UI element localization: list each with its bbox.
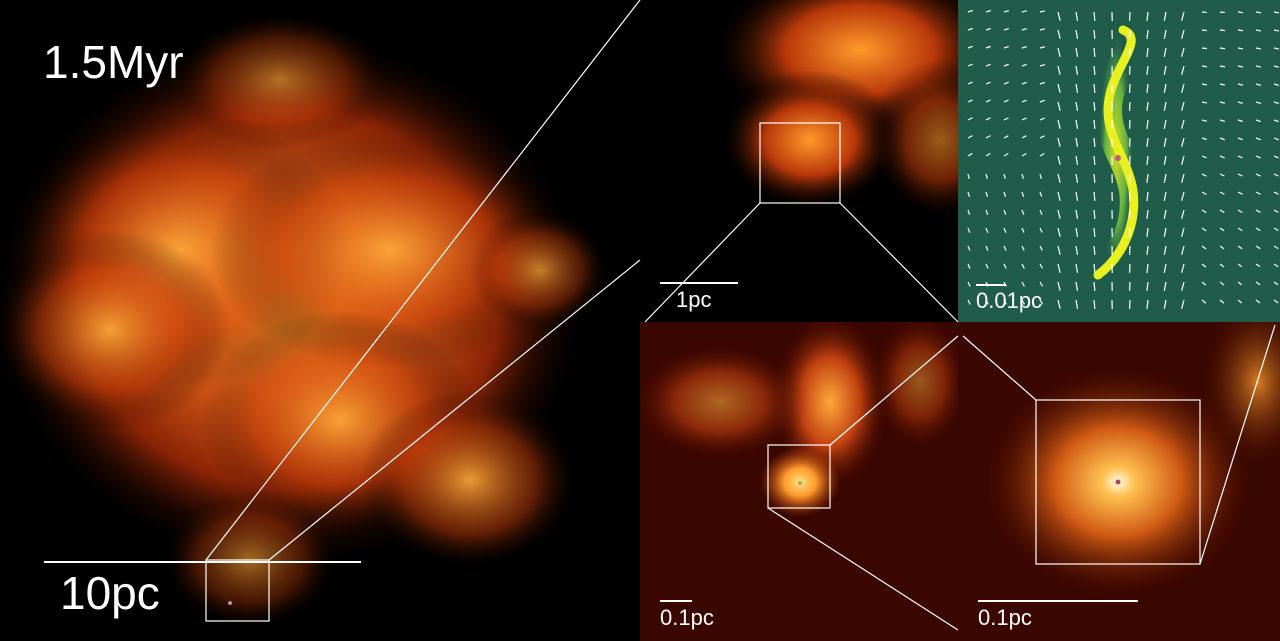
scale-label-0-1pc-b: 0.1pc [978, 605, 1032, 630]
magnetic-field-panel: 0.01pc [958, 0, 1280, 322]
scale-bar-0-1pc-b [978, 600, 1138, 602]
zoom-0-1pc-a-density-image [640, 322, 958, 641]
zoom-1pc-density-image [640, 0, 958, 322]
scale-bar-1pc [660, 282, 738, 284]
scale-label-1pc: 1pc [676, 287, 712, 312]
zoom-panel-0-1pc-b: 0.1pc [958, 322, 1280, 641]
time-label: 1.5Myr [43, 36, 184, 88]
zoom-panel-0-1pc-a: 0.1pc [640, 322, 958, 641]
zoom-0-1pc-b-density-image [958, 322, 1280, 641]
scale-bar-0-01pc [976, 284, 1006, 286]
cloud-density-image [0, 10, 610, 630]
main-cloud-panel: 1.5Myr 10pc [0, 10, 610, 630]
scale-bar-10pc [44, 561, 361, 563]
zoom-panel-1pc: 1pc [640, 0, 958, 322]
magnetic-field-image [958, 0, 1280, 322]
zoom-box-1pc [759, 122, 841, 204]
scale-label-10pc: 10pc [60, 567, 160, 619]
scale-bar-0-1pc-a [660, 600, 692, 602]
scale-label-0-1pc-a: 0.1pc [660, 605, 714, 630]
scale-label-0-01pc: 0.01pc [976, 288, 1043, 313]
